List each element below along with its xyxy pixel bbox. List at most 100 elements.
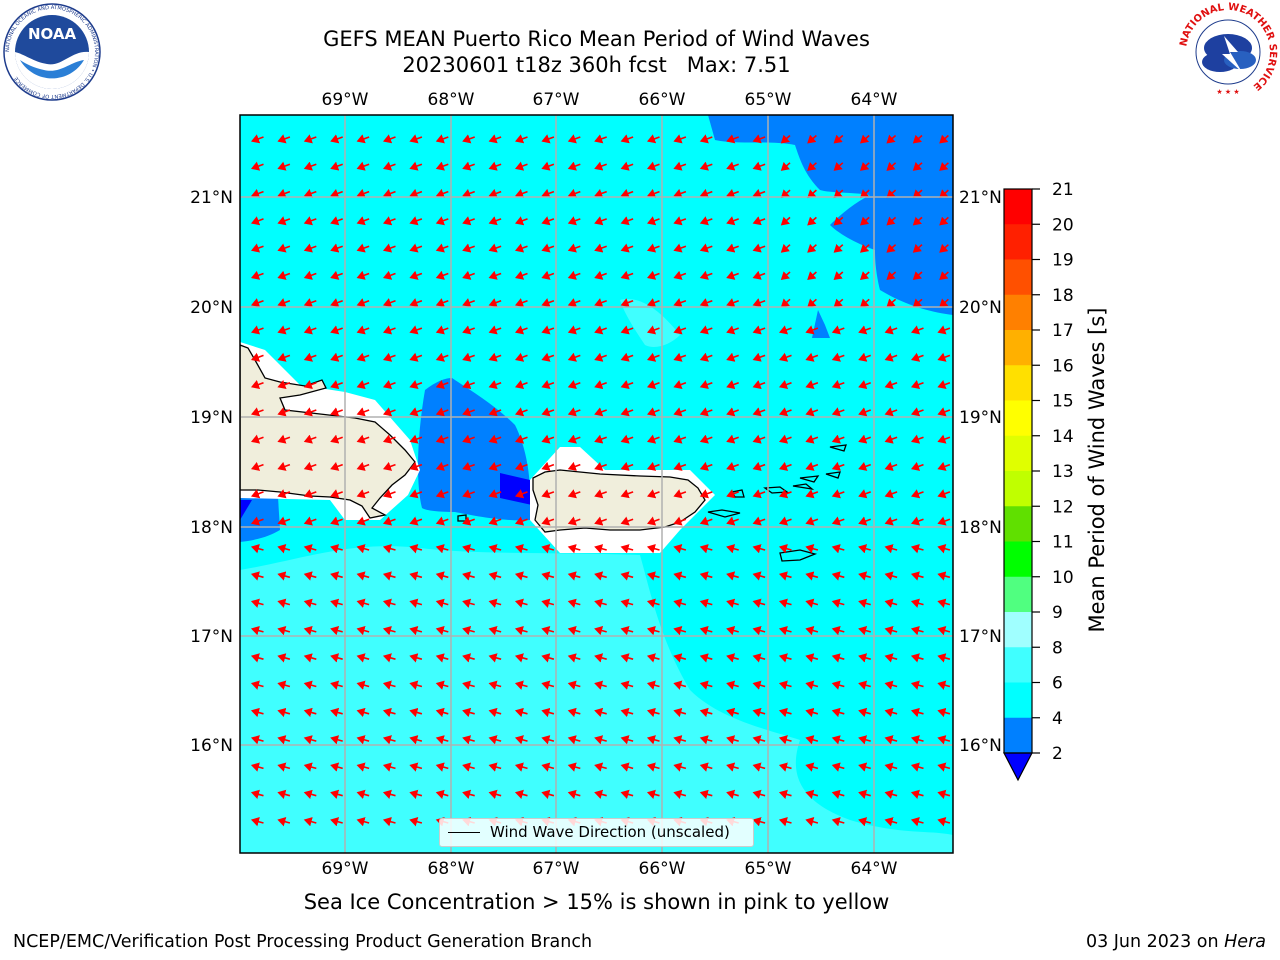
wind-arrow xyxy=(620,298,634,308)
wind-arrow xyxy=(726,544,739,554)
wind-arrow xyxy=(541,516,555,526)
wind-arrow xyxy=(594,134,607,144)
wind-arrow xyxy=(567,380,581,390)
wind-arrow xyxy=(937,598,951,608)
wind-arrow xyxy=(594,762,607,772)
wind-arrow xyxy=(250,352,264,362)
wind-arrow xyxy=(435,707,449,718)
wind-arrow xyxy=(858,461,871,471)
colorbar-tick-label: 15 xyxy=(1052,392,1074,412)
wind-arrow xyxy=(277,762,291,772)
colorbar-cell xyxy=(1004,294,1032,331)
wind-arrow xyxy=(620,544,634,554)
wind-arrow xyxy=(778,653,792,663)
wind-arrow xyxy=(541,134,555,144)
wind-arrow xyxy=(910,762,924,772)
wind-arrow xyxy=(277,161,291,171)
wind-arrow xyxy=(912,216,923,226)
wind-arrow xyxy=(277,325,291,335)
wind-arrow xyxy=(673,789,687,800)
wind-arrow xyxy=(910,489,924,499)
wind-arrow xyxy=(303,680,317,690)
wind-arrow xyxy=(937,571,951,581)
wind-arrow xyxy=(646,598,660,608)
wind-arrow xyxy=(409,817,423,827)
wind-arrow xyxy=(514,352,528,362)
wind-arrow xyxy=(303,352,317,362)
wind-arrow xyxy=(833,271,844,281)
wind-arrow xyxy=(726,680,739,690)
wind-arrow xyxy=(250,735,264,745)
wind-arrow xyxy=(646,407,660,417)
wind-arrow xyxy=(807,271,817,281)
wind-arrow xyxy=(567,161,581,171)
wind-arrow xyxy=(858,598,871,608)
wind-arrow xyxy=(886,216,897,226)
colorbar-tick-label: 13 xyxy=(1052,462,1074,482)
wind-arrow xyxy=(699,762,713,772)
wind-arrow xyxy=(699,571,713,581)
wind-arrow xyxy=(382,161,396,171)
wind-arrow xyxy=(356,461,370,471)
wind-arrow xyxy=(409,134,423,144)
wind-arrow xyxy=(910,407,924,417)
wind-arrow xyxy=(277,461,291,471)
wind-arrow xyxy=(805,625,819,636)
wind-arrow xyxy=(699,598,713,608)
wind-arrow xyxy=(462,134,475,144)
wind-arrow xyxy=(250,243,264,253)
wind-arrow xyxy=(382,243,396,253)
wind-arrow xyxy=(673,325,687,335)
wind-arrow xyxy=(330,489,343,499)
wind-arrow xyxy=(488,516,502,526)
wind-arrow xyxy=(462,489,475,499)
wind-arrow xyxy=(541,789,555,800)
wind-arrow xyxy=(541,407,555,417)
wind-arrow xyxy=(330,762,343,772)
colorbar-cell xyxy=(1004,435,1032,472)
wind-arrow xyxy=(567,516,581,526)
wind-arrow xyxy=(514,380,528,390)
wind-arrow xyxy=(567,298,581,308)
colorbar-tick-label: 14 xyxy=(1052,427,1074,447)
wind-arrow xyxy=(699,407,713,417)
wind-arrow xyxy=(435,762,449,772)
wind-arrow xyxy=(833,134,844,144)
wind-arrow xyxy=(250,461,264,471)
wind-arrow xyxy=(726,380,739,390)
wind-arrow xyxy=(250,325,264,335)
wind-arrow xyxy=(435,516,449,526)
wind-arrow xyxy=(726,571,739,581)
wind-arrow xyxy=(514,325,528,335)
colorbar-cell xyxy=(1004,259,1032,296)
wind-arrow xyxy=(356,653,370,663)
wind-arrow xyxy=(858,625,871,636)
lon-label-top: 64°W xyxy=(851,90,898,110)
wind-arrow xyxy=(462,243,475,253)
wind-arrow xyxy=(435,216,449,226)
lat-label-right: 21°N xyxy=(959,188,1002,208)
wind-arrow xyxy=(910,352,924,362)
wind-arrow xyxy=(462,161,475,171)
colorbar-cell xyxy=(1004,506,1032,542)
wind-arrow xyxy=(567,352,581,362)
wind-arrow xyxy=(514,243,528,253)
colorbar-tick-label: 2 xyxy=(1052,744,1063,764)
wind-arrow xyxy=(462,571,475,581)
wind-arrow xyxy=(884,707,898,718)
wind-arrow xyxy=(805,817,819,827)
wind-arrow xyxy=(356,434,370,444)
wind-arrow xyxy=(699,461,713,471)
wind-arrow xyxy=(831,434,845,444)
wind-arrow xyxy=(937,380,951,390)
wind-arrow xyxy=(330,352,343,362)
wind-arrow xyxy=(646,134,660,144)
wind-arrow xyxy=(382,571,396,581)
wind-arrow xyxy=(910,735,924,745)
wind-arrow xyxy=(939,134,949,144)
wind-arrow xyxy=(831,407,845,417)
wind-arrow xyxy=(330,161,343,171)
wind-arrow xyxy=(356,789,370,800)
wind-arrow xyxy=(250,625,264,636)
wind-arrow xyxy=(699,161,713,171)
